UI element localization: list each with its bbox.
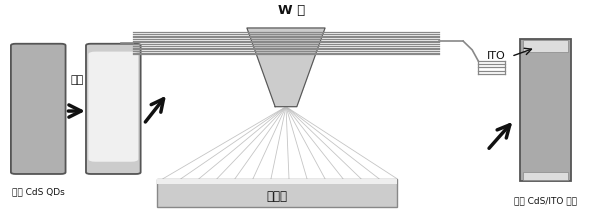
Text: 干燥: 干燥 (70, 75, 83, 85)
Text: ITO: ITO (486, 51, 505, 61)
Polygon shape (247, 28, 325, 107)
Text: 制备 CdS/ITO 玻璃: 制备 CdS/ITO 玻璃 (514, 196, 577, 205)
FancyBboxPatch shape (86, 44, 141, 174)
Bar (520, 39, 571, 181)
Bar (157, 179, 397, 207)
Bar (523, 40, 568, 52)
FancyBboxPatch shape (11, 44, 66, 174)
Text: 衬底座: 衬底座 (267, 190, 288, 203)
Bar (157, 179, 397, 184)
FancyBboxPatch shape (88, 52, 138, 162)
Text: 收集 CdS QDs: 收集 CdS QDs (12, 188, 64, 196)
Bar (523, 172, 568, 180)
Text: W 篮: W 篮 (278, 4, 306, 17)
